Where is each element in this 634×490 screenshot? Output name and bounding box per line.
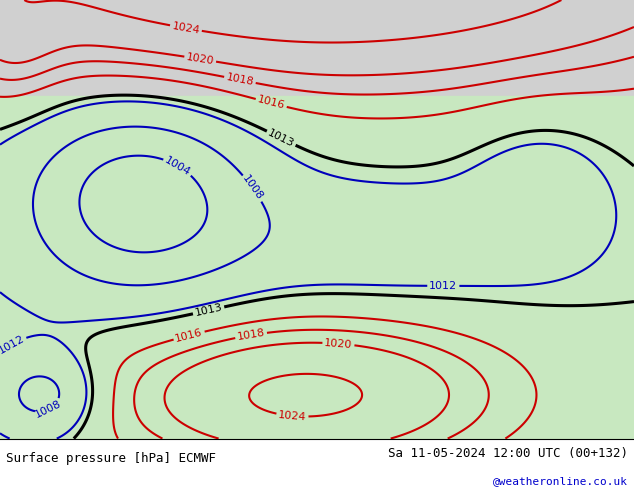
Text: @weatheronline.co.uk: @weatheronline.co.uk (493, 476, 628, 486)
Text: 1004: 1004 (164, 155, 193, 177)
Text: 1024: 1024 (278, 410, 307, 422)
Text: 1018: 1018 (236, 328, 266, 343)
Text: 1018: 1018 (225, 73, 255, 88)
Text: 1024: 1024 (171, 21, 201, 36)
Text: 1013: 1013 (266, 127, 296, 149)
Text: 1012: 1012 (0, 333, 27, 356)
Text: 1008: 1008 (240, 174, 265, 202)
Text: Surface pressure [hPa] ECMWF: Surface pressure [hPa] ECMWF (6, 452, 216, 465)
Text: 1013: 1013 (194, 302, 223, 318)
Text: 1016: 1016 (174, 327, 204, 344)
Text: 1020: 1020 (324, 338, 353, 350)
Text: 1016: 1016 (256, 95, 286, 111)
Text: 1020: 1020 (186, 52, 215, 66)
Text: 1012: 1012 (429, 281, 457, 291)
Text: 1008: 1008 (34, 399, 63, 420)
Text: Sa 11-05-2024 12:00 UTC (00+132): Sa 11-05-2024 12:00 UTC (00+132) (387, 447, 628, 461)
